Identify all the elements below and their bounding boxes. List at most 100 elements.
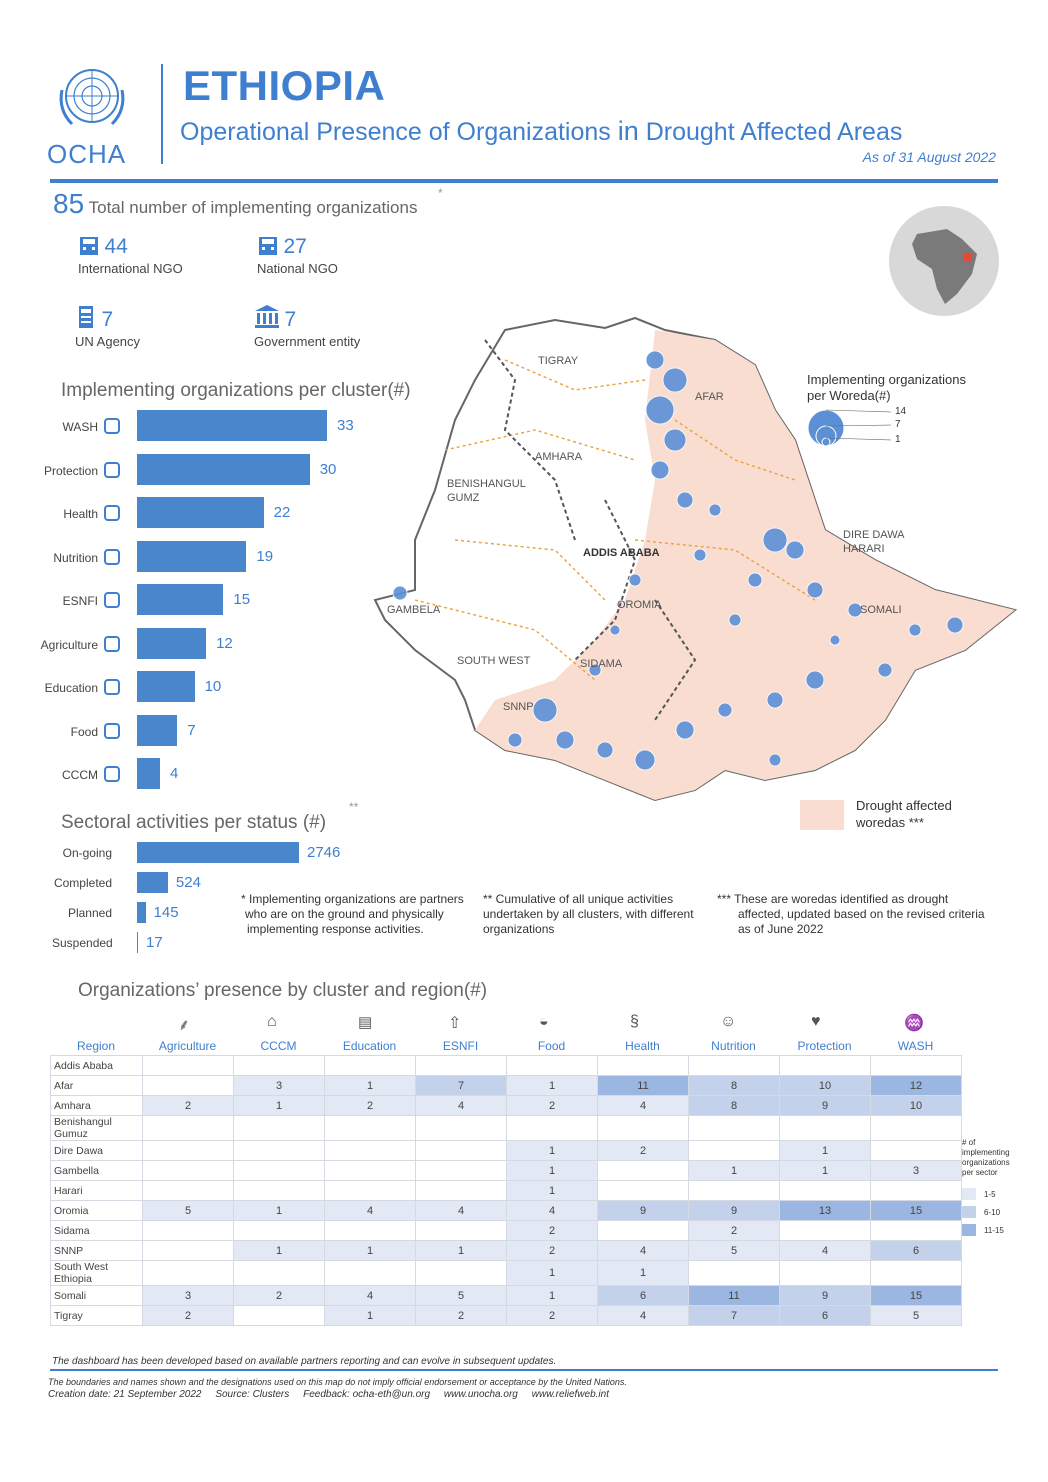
table-cell <box>779 1220 871 1241</box>
cluster-icon-protection <box>104 461 120 478</box>
table-cell: 13 <box>779 1200 871 1221</box>
table-cell <box>779 1260 871 1286</box>
table-cell: 1 <box>506 1075 598 1096</box>
footer-line3: Creation date: 21 September 2022 Source:… <box>48 1389 609 1400</box>
region-cell: Oromia <box>50 1200 143 1221</box>
gov-entity-count: 7 <box>284 308 297 331</box>
status-value-completed: 524 <box>175 874 201 891</box>
table-cell <box>870 1140 962 1161</box>
table-cell: 1 <box>779 1160 871 1181</box>
legend-row-high: 11-15 <box>962 1224 1022 1236</box>
status-label-completed: Completed <box>53 876 112 890</box>
note-2c: organizations <box>483 922 555 936</box>
un-emblem-icon <box>52 60 132 140</box>
map-label-dire-dawa: DIRE DAWA <box>843 529 905 541</box>
header-region: Region <box>76 1039 116 1053</box>
table-row: Somali 3 2 4 5 1 6 11 9 15 <box>50 1285 962 1306</box>
table-cell: 15 <box>870 1200 962 1221</box>
house-arrow-icon: ⇧ <box>448 1015 462 1032</box>
status-value-on-going: 2746 <box>307 844 341 861</box>
table-cell <box>870 1260 962 1286</box>
column-header-protection: Protection <box>797 1039 852 1053</box>
drought-legend-label: Drought affected woredas *** <box>856 797 952 831</box>
table-cell <box>233 1115 325 1141</box>
table-cell <box>142 1180 234 1201</box>
cluster-icon-nutrition <box>104 548 120 565</box>
note-3b: affected, updated based on the revised c… <box>738 907 985 921</box>
map-label-afar: AFAR <box>695 391 724 403</box>
drought-affected-area <box>475 330 1015 800</box>
table-cell <box>779 1115 871 1141</box>
table-cell: 11 <box>597 1075 689 1096</box>
cluster-label-wash: WASH <box>62 420 98 434</box>
table-cell <box>142 1140 234 1161</box>
status-label-on-going: On-going <box>62 846 112 860</box>
table-cell <box>506 1055 598 1076</box>
table-cell <box>324 1220 416 1241</box>
map-legend-title-line2: per Woreda(#) <box>807 388 891 403</box>
table-row: Sidama 2 2 <box>50 1220 962 1241</box>
table-cell: 4 <box>415 1095 507 1116</box>
note-3a: *** These are woredas identified as drou… <box>717 892 949 906</box>
table-cell <box>233 1260 325 1286</box>
table-cell <box>142 1220 234 1241</box>
status-value-suspended: 17 <box>146 934 163 951</box>
table-cell <box>870 1180 962 1201</box>
table-cell: 2 <box>597 1140 689 1161</box>
table-cell <box>142 1260 234 1286</box>
table-cell: 5 <box>688 1240 780 1261</box>
table-cell: 1 <box>233 1200 325 1221</box>
cluster-bar-nutrition <box>137 540 247 572</box>
table-cell: 3 <box>233 1075 325 1096</box>
legend-label-mid: 6-10 <box>984 1207 1001 1217</box>
table-cell <box>597 1220 689 1241</box>
subtitle-part-a: Operational Presence of Organizations <box>180 118 618 146</box>
table-cell <box>233 1305 325 1326</box>
table-cell: 2 <box>142 1305 234 1326</box>
table-cell <box>233 1055 325 1076</box>
table-cell: 5 <box>870 1305 962 1326</box>
table-cell: 1 <box>506 1140 598 1161</box>
table-cell: 4 <box>597 1095 689 1116</box>
table-cell: 2 <box>142 1095 234 1116</box>
health-snake-icon: § <box>630 1013 639 1030</box>
footer-line1: The dashboard has been developed based o… <box>52 1356 557 1367</box>
status-chart-mark: ** <box>349 800 359 814</box>
table-cell: 2 <box>688 1220 780 1241</box>
total-star: * <box>438 186 443 200</box>
map-legend-circles <box>806 404 916 448</box>
un-agency-count: 7 <box>101 308 114 331</box>
drought-legend-swatch <box>800 800 844 830</box>
intl-ngo-count: 44 <box>104 235 128 258</box>
table-cell <box>142 1240 234 1261</box>
cluster-bar-food <box>137 714 178 746</box>
status-bar-planned <box>137 902 146 923</box>
cluster-icon-agriculture <box>104 635 120 652</box>
table-cell: 3 <box>142 1285 234 1306</box>
map-label-south-west: SOUTH WEST <box>457 655 531 667</box>
table-cell <box>233 1220 325 1241</box>
table-cell <box>688 1115 780 1141</box>
status-label-planned: Planned <box>67 906 112 920</box>
table-row: Gambella 1 1 1 3 <box>50 1160 962 1181</box>
table-cell <box>142 1160 234 1181</box>
government-building-icon <box>255 305 279 328</box>
table-cell: 2 <box>233 1285 325 1306</box>
legend-swatch-high <box>962 1224 976 1236</box>
ethiopia-map: TIGRAY AFAR AMHARA BENISHANGUL GUMZ DIRE… <box>355 300 1035 820</box>
column-header-education: Education <box>342 1039 397 1053</box>
map-label-oromia: OROMIA <box>617 599 662 611</box>
table-cell: 12 <box>870 1075 962 1096</box>
cluster-value-education: 10 <box>204 678 222 695</box>
subtitle-in: in <box>617 116 639 146</box>
region-cell: Harari <box>50 1180 143 1201</box>
table-cell <box>688 1180 780 1201</box>
status-chart-title: Sectoral activities per status (#) <box>61 812 327 833</box>
table-cell: 2 <box>415 1305 507 1326</box>
cluster-bar-esnfi <box>137 584 224 615</box>
gov-entity-label: Government entity <box>254 334 361 349</box>
water-tap-icon: ♒ <box>904 1015 924 1032</box>
table-cell: 4 <box>324 1200 416 1221</box>
legend-row-low: 1-5 <box>962 1188 1022 1200</box>
status-label-suspended: Suspended <box>52 936 113 950</box>
